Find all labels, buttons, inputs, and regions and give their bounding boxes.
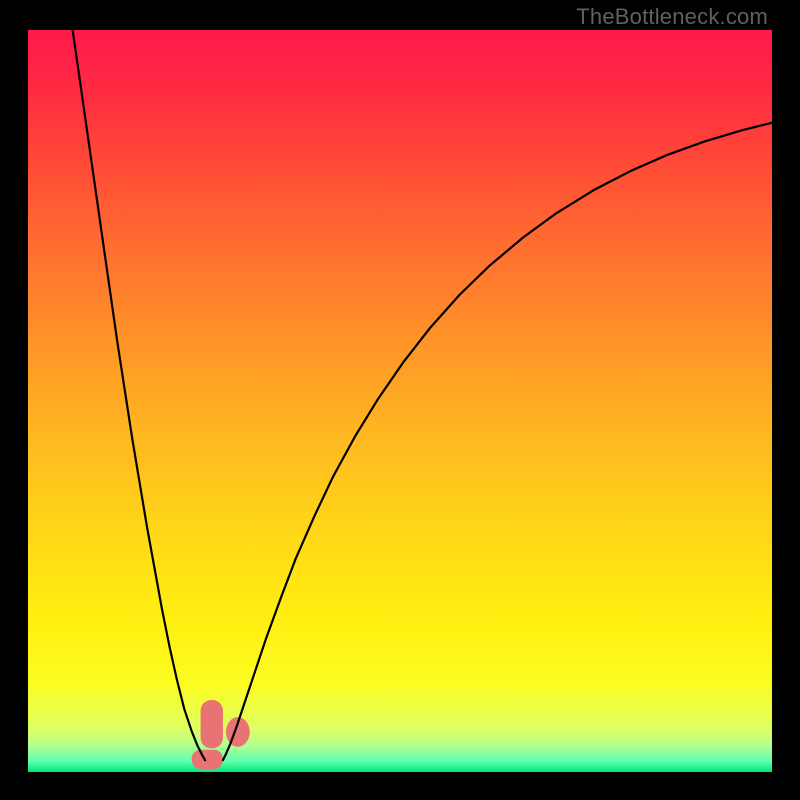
curve-layer [28, 30, 772, 772]
frame-left [0, 0, 28, 800]
watermark-text: TheBottleneck.com [576, 4, 768, 30]
chart-root: { "canvas": { "width": 800, "height": 80… [0, 0, 800, 800]
frame-right [772, 0, 800, 800]
plot-area [28, 30, 772, 772]
frame-bottom [0, 772, 800, 800]
